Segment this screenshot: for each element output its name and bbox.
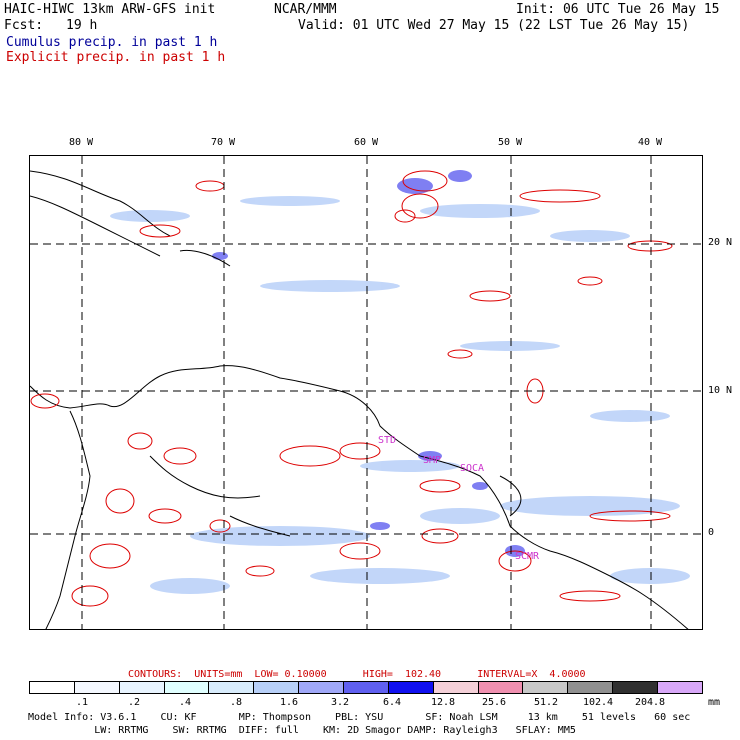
legend-value: 204.8: [634, 697, 666, 708]
lon-label-80w: 80 W: [68, 137, 94, 148]
legend-cell: [74, 682, 120, 693]
legend-value: 6.4: [382, 697, 402, 708]
lat-label-0: 0: [708, 527, 715, 538]
model-info-line1: Model Info: V3.6.1 CU: KF MP: Thompson P…: [28, 712, 691, 723]
legend-cell: [388, 682, 434, 693]
lat-label-10n: 10 N: [708, 385, 733, 396]
legend-value: 1.6: [279, 697, 299, 708]
model-info-line2: LW: RRTMG SW: RRTMG DIFF: full KM: 2D Sm…: [28, 725, 576, 736]
legend-value: .1: [75, 697, 89, 708]
explicit-precip-contours: [30, 170, 673, 607]
map-canvas: [30, 156, 702, 629]
init-time: Init: 06 UTC Tue 26 May 15: [516, 2, 720, 17]
legend-cell: [209, 682, 255, 693]
legend-cell: [658, 682, 702, 693]
precip-map: STD SMP SOCA SCMR: [29, 155, 703, 630]
legend-cell: [433, 682, 479, 693]
legend-cell: [613, 682, 659, 693]
legend-cell: [164, 682, 210, 693]
legend-cell: [30, 682, 75, 693]
cumulus-caption: Cumulus precip. in past 1 h: [6, 35, 218, 50]
legend-cell: [119, 682, 165, 693]
fcst-value: 19 h: [66, 18, 98, 33]
legend-cell: [478, 682, 524, 693]
legend-cell: [254, 682, 300, 693]
legend-value: 102.4: [582, 697, 614, 708]
explicit-caption: Explicit precip. in past 1 h: [6, 50, 226, 65]
legend-value: 25.6: [481, 697, 507, 708]
legend-value: .4: [178, 697, 192, 708]
legend-cell: [523, 682, 569, 693]
station-scmr: SCMR: [515, 551, 540, 562]
legend-value: .8: [229, 697, 243, 708]
station-soca: SOCA: [460, 463, 485, 474]
valid-time: Valid: 01 UTC Wed 27 May 15 (22 LST Tue …: [298, 18, 690, 33]
org-label: NCAR/MMM: [274, 2, 337, 17]
legend-cell: [344, 682, 389, 693]
lat-lon-grid: [30, 156, 702, 629]
legend-value: 12.8: [430, 697, 456, 708]
lon-label-70w: 70 W: [210, 137, 236, 148]
legend-units: mm: [708, 697, 721, 708]
lon-label-60w: 60 W: [353, 137, 379, 148]
cumulus-precip-cores: [212, 170, 525, 557]
legend-value: 3.2: [330, 697, 350, 708]
model-title: HAIC-HIWC 13km ARW-GFS init: [4, 2, 216, 17]
legend-cell: [568, 682, 614, 693]
legend-value: .2: [127, 697, 141, 708]
lon-label-40w: 40 W: [637, 137, 663, 148]
lon-label-50w: 50 W: [497, 137, 523, 148]
coastlines: [30, 170, 689, 629]
station-smp: SMP: [423, 455, 442, 466]
station-std: STD: [378, 435, 397, 446]
legend-value: 51.2: [533, 697, 559, 708]
fcst-label: Fcst:: [4, 18, 44, 33]
contours-info: CONTOURS: UNITS=mm LOW= 0.10000 HIGH= 10…: [128, 669, 586, 680]
color-legend-bar: [29, 681, 703, 694]
cumulus-precip-field: [110, 196, 690, 594]
legend-cell: [299, 682, 345, 693]
lat-label-20n: 20 N: [708, 237, 733, 248]
